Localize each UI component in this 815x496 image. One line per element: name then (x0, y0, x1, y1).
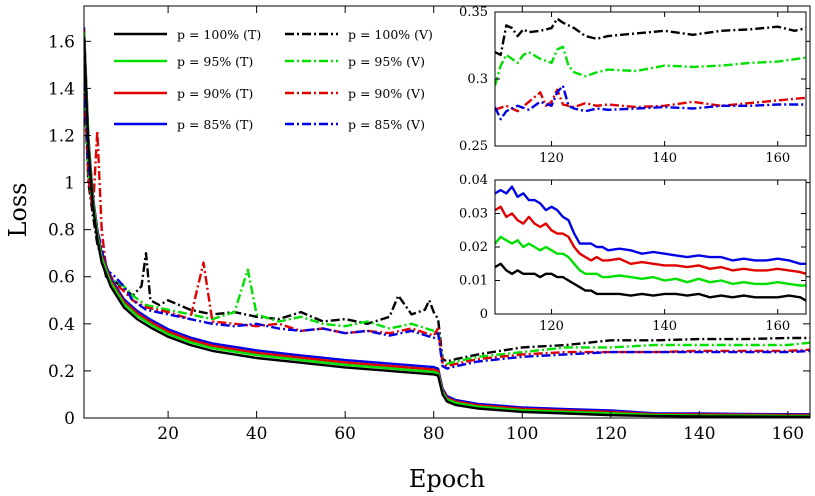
series-line-p-85-v (495, 84, 806, 121)
x-tick-label: 140 (652, 151, 677, 166)
y-tick-label: 0 (480, 307, 488, 322)
x-tick-label: 120 (595, 424, 627, 444)
x-tick-label: 60 (334, 424, 356, 444)
y-tick-label: 1.4 (48, 79, 75, 99)
legend: p = 100% (T) p = 95% (T) p = 90% (T) p = 85… (114, 27, 433, 132)
series-line-p-100-v (84, 83, 810, 363)
x-axis-label: Epoch (409, 465, 485, 493)
legend-label-p-100-v: p = 100% (V) (348, 27, 433, 42)
x-tick-label: 160 (772, 424, 804, 444)
x-tick-label: 120 (539, 319, 564, 334)
series-line-p-90-t (495, 205, 806, 275)
x-tick-label: 40 (246, 424, 268, 444)
y-tick-label: 0 (64, 409, 75, 429)
y-tick-label: 0.01 (459, 274, 488, 289)
y-tick-label: 0.04 (459, 173, 488, 188)
y-tick-label: 0.4 (48, 315, 75, 335)
legend-label-p-90-t: p = 90% (T) (177, 86, 253, 101)
series-line-p-85-v (84, 64, 810, 370)
inset-validation-chart: 120 140 160 0.25 0.3 0.35 (459, 5, 807, 166)
legend-label-p-100-t: p = 100% (T) (177, 27, 261, 42)
y-tick-label: 0.25 (459, 139, 488, 154)
y-tick-label: 0.8 (48, 221, 75, 241)
legend-label-p-85-v: p = 85% (V) (348, 117, 425, 132)
series-line-p-100-v (495, 17, 806, 57)
x-tick-label: 160 (765, 151, 790, 166)
series-line-p-95-t (495, 235, 806, 287)
series-line-p-95-v (84, 69, 810, 366)
series-line-p-85-t (495, 185, 806, 265)
x-tick-label: 120 (539, 151, 564, 166)
y-tick-label: 1.6 (48, 32, 75, 52)
inset-val-plot-area (495, 12, 806, 146)
x-tick-label: 140 (683, 424, 715, 444)
y-tick-label: 0.35 (459, 5, 488, 20)
x-tick-label: 140 (652, 319, 677, 334)
x-tick-label: 20 (157, 424, 179, 444)
inset-training-chart: 120 140 160 0 0.01 0.02 0.03 0.04 (459, 173, 807, 334)
y-tick-label: 0.03 (459, 207, 488, 222)
legend-label-p-85-t: p = 85% (T) (177, 117, 253, 132)
x-tick-label: 160 (765, 319, 790, 334)
y-tick-label: 0.3 (467, 72, 488, 87)
y-tick-label: 0.2 (48, 362, 75, 382)
legend-label-p-95-t: p = 95% (T) (177, 54, 253, 69)
y-axis-label: Loss (4, 182, 32, 237)
legend-label-p-90-v: p = 90% (V) (348, 86, 425, 101)
main-frame (83, 5, 811, 419)
y-tick-label: 0.02 (459, 240, 488, 255)
y-tick-label: 1.2 (48, 126, 75, 146)
y-tick-label: 0.6 (48, 268, 75, 288)
x-tick-label: 80 (423, 424, 445, 444)
legend-label-p-95-v: p = 95% (V) (348, 54, 425, 69)
y-tick-label: 1 (64, 174, 75, 194)
x-tick-label: 100 (506, 424, 538, 444)
series-line-p-95-v (495, 45, 806, 87)
inset-train-plot-area (495, 180, 806, 314)
series-line-p-100-t (495, 262, 806, 302)
